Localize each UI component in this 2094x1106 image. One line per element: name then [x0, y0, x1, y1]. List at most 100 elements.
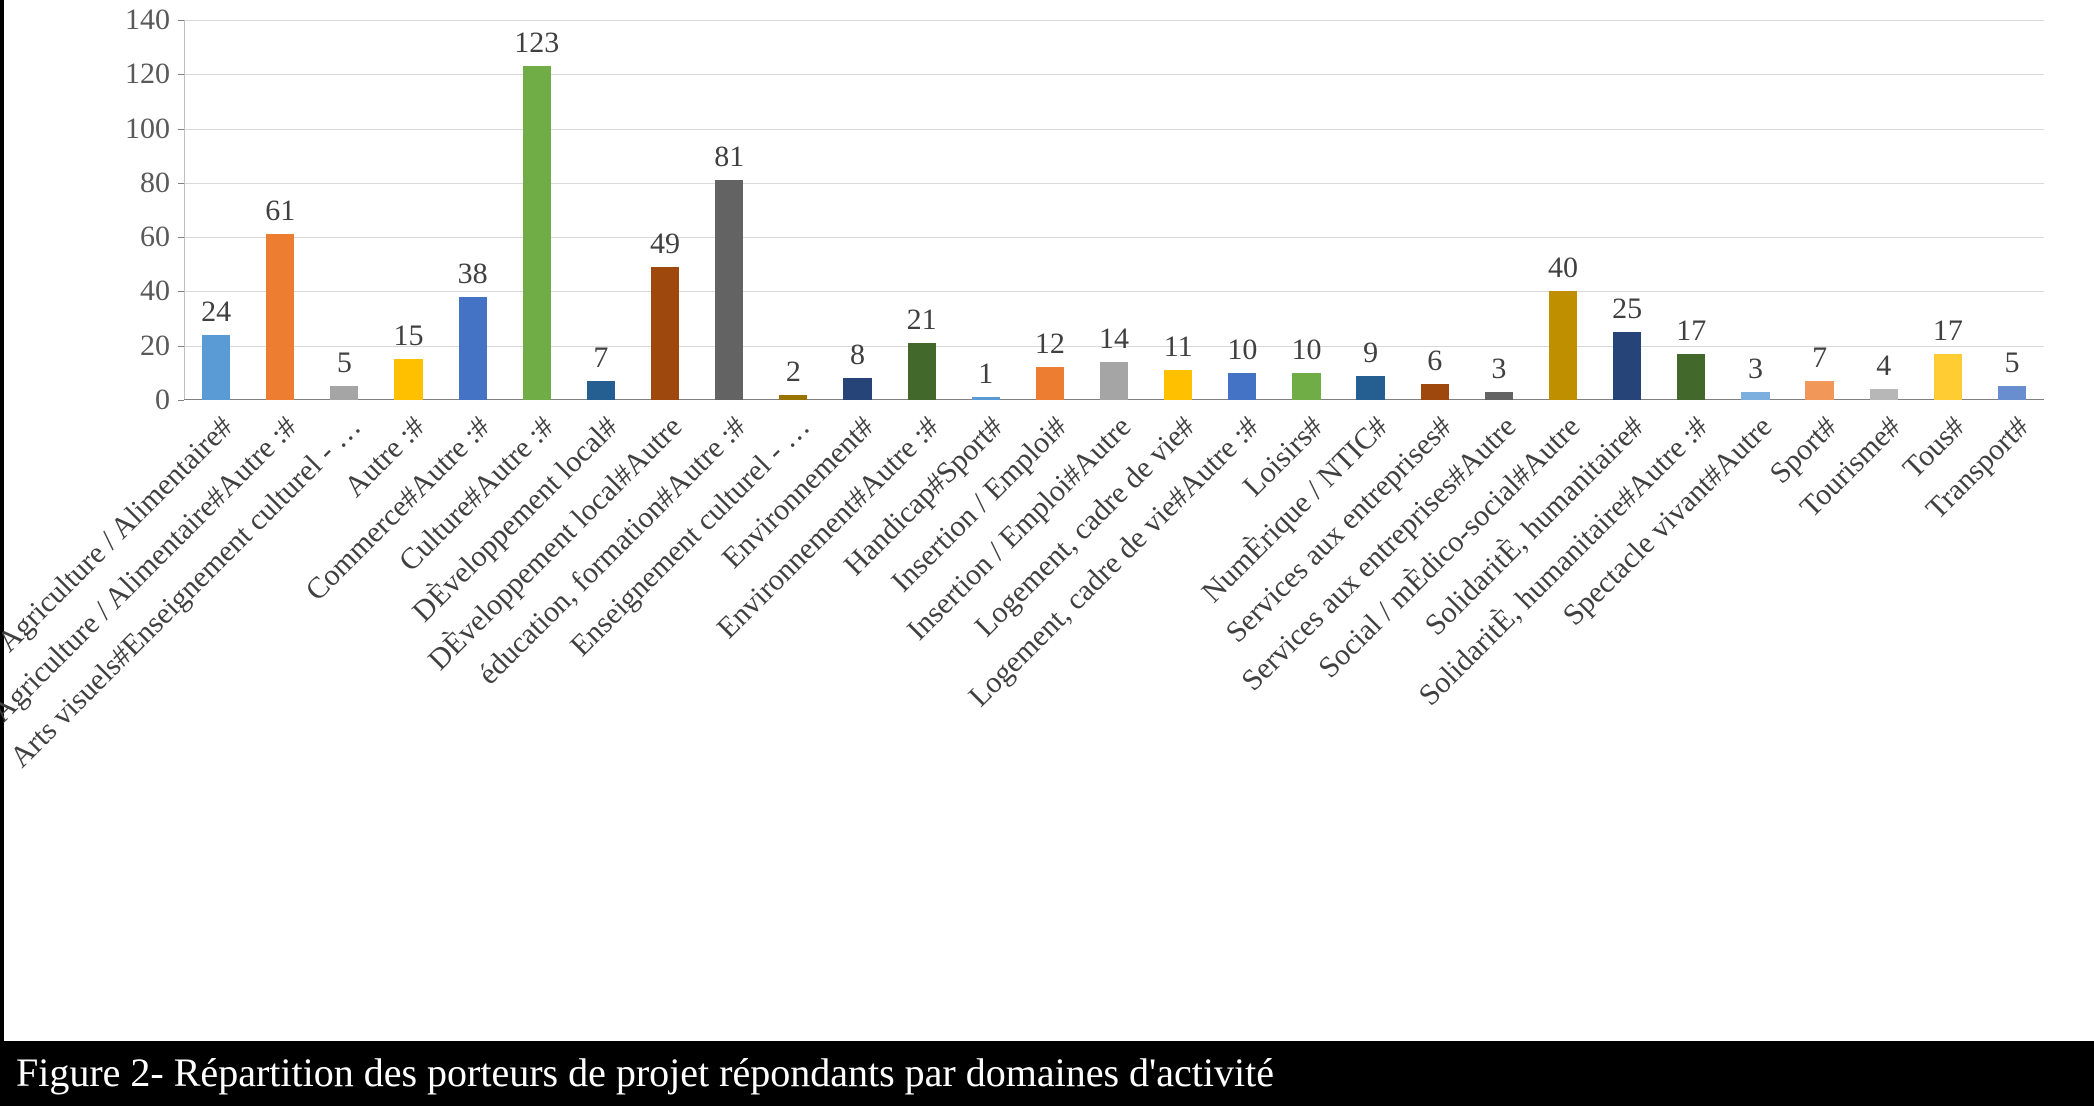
- bar-slot: 5: [312, 20, 376, 400]
- bar-slot: 7: [1788, 20, 1852, 400]
- chart-plot-area: 0204060801001201402461515381237498128211…: [184, 20, 2044, 400]
- y-tick-label: 60: [140, 220, 170, 254]
- bar-slot: 2: [761, 20, 825, 400]
- plot-area: 0204060801001201402461515381237498128211…: [184, 20, 2044, 400]
- bar-value-label: 14: [1099, 322, 1129, 356]
- bar-slot: 17: [1659, 20, 1723, 400]
- y-tick-label: 0: [155, 383, 170, 417]
- bar: 40: [1549, 291, 1577, 400]
- bar: 3: [1485, 392, 1513, 400]
- bar: 15: [394, 359, 422, 400]
- bar: 5: [330, 386, 358, 400]
- bar-value-label: 11: [1164, 330, 1193, 364]
- y-tick-label: 40: [140, 274, 170, 308]
- bar-value-label: 17: [1676, 314, 1706, 348]
- bar: 9: [1356, 376, 1384, 400]
- bar: 14: [1100, 362, 1128, 400]
- bar-value-label: 17: [1933, 314, 1963, 348]
- bar-slot: 24: [184, 20, 248, 400]
- bar-value-label: 25: [1612, 292, 1642, 326]
- bar: 17: [1934, 354, 1962, 400]
- bar-value-label: 6: [1427, 344, 1442, 378]
- x-axis-labels: Agriculture / Alimentaire#Agriculture / …: [184, 410, 2044, 1010]
- bar: 21: [908, 343, 936, 400]
- bar-slot: 40: [1531, 20, 1595, 400]
- x-label-slot: Logement, cadre de vie#Autre :#: [1210, 410, 1274, 1010]
- bar-slot: 15: [376, 20, 440, 400]
- bar-slot: 38: [441, 20, 505, 400]
- bar: 38: [459, 297, 487, 400]
- bar: 8: [843, 378, 871, 400]
- bar: 10: [1292, 373, 1320, 400]
- bar-value-label: 10: [1227, 333, 1257, 367]
- bar: 25: [1613, 332, 1641, 400]
- figure-caption: Figure 2- Répartition des porteurs de pr…: [4, 1041, 2094, 1102]
- x-tick-label: Agriculture / Alimentaire#Autre :#: [0, 410, 304, 729]
- bar: 24: [202, 335, 230, 400]
- bar-slot: 25: [1595, 20, 1659, 400]
- bar: 61: [266, 234, 294, 400]
- figure-container: 0204060801001201402461515381237498128211…: [0, 0, 2094, 1106]
- bar-value-label: 123: [514, 26, 559, 60]
- bar-value-label: 2: [786, 355, 801, 389]
- y-tick-label: 120: [125, 57, 170, 91]
- x-label-slot: Arts visuels#Enseignement culturel - …: [312, 410, 376, 1010]
- bar-value-label: 1: [978, 357, 993, 391]
- bar-slot: 81: [697, 20, 761, 400]
- bar-value-label: 40: [1548, 251, 1578, 285]
- bar: 7: [1805, 381, 1833, 400]
- bar-slot: 3: [1723, 20, 1787, 400]
- bar-value-label: 3: [1748, 352, 1763, 386]
- bar-value-label: 8: [850, 338, 865, 372]
- bar-slot: 21: [890, 20, 954, 400]
- bar-slot: 61: [248, 20, 312, 400]
- bar-value-label: 49: [650, 227, 680, 261]
- bar: 17: [1677, 354, 1705, 400]
- bar-value-label: 5: [337, 346, 352, 380]
- y-tick-label: 140: [125, 3, 170, 37]
- bar-value-label: 24: [201, 295, 231, 329]
- y-tick-label: 80: [140, 166, 170, 200]
- bar-slot: 17: [1916, 20, 1980, 400]
- bar: 123: [523, 66, 551, 400]
- bar-value-label: 5: [2005, 346, 2020, 380]
- bar: 6: [1421, 384, 1449, 400]
- bar-slot: 4: [1852, 20, 1916, 400]
- bar-value-label: 7: [593, 341, 608, 375]
- bar: 12: [1036, 367, 1064, 400]
- bar-slot: 9: [1339, 20, 1403, 400]
- bar-slot: 49: [633, 20, 697, 400]
- y-tick-mark: [178, 400, 184, 401]
- bar-value-label: 10: [1291, 333, 1321, 367]
- bar-value-label: 38: [458, 257, 488, 291]
- bar: 4: [1870, 389, 1898, 400]
- bar-slot: 1: [954, 20, 1018, 400]
- bar: 3: [1741, 392, 1769, 400]
- bar: 49: [651, 267, 679, 400]
- bar-slot: 3: [1467, 20, 1531, 400]
- x-label-slot: Spectacle vivant#Autre: [1723, 410, 1787, 1010]
- bar: 11: [1164, 370, 1192, 400]
- bars-container: 2461515381237498128211121411101096340251…: [184, 20, 2044, 400]
- x-label-slot: Transport#: [1980, 410, 2044, 1010]
- bar-value-label: 81: [714, 140, 744, 174]
- bar-value-label: 3: [1491, 352, 1506, 386]
- bar-slot: 123: [505, 20, 569, 400]
- bar: 10: [1228, 373, 1256, 400]
- bar-value-label: 7: [1812, 341, 1827, 375]
- bar: 2: [779, 395, 807, 400]
- bar-slot: 8: [825, 20, 889, 400]
- bar-slot: 10: [1274, 20, 1338, 400]
- bar: 7: [587, 381, 615, 400]
- bar-value-label: 15: [393, 319, 423, 353]
- bar-slot: 10: [1210, 20, 1274, 400]
- bar-slot: 12: [1018, 20, 1082, 400]
- bar-slot: 6: [1403, 20, 1467, 400]
- y-tick-label: 100: [125, 112, 170, 146]
- y-tick-label: 20: [140, 329, 170, 363]
- bar-slot: 7: [569, 20, 633, 400]
- bar: 81: [715, 180, 743, 400]
- x-label-slot: Tourisme#: [1852, 410, 1916, 1010]
- bar-value-label: 9: [1363, 336, 1378, 370]
- bar: 5: [1998, 386, 2026, 400]
